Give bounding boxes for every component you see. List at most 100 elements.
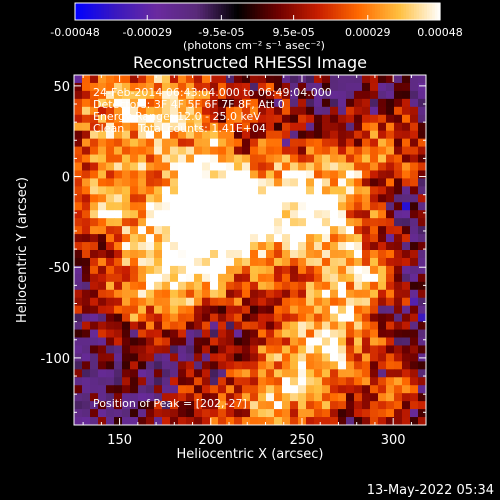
heatmap-cell [98, 178, 107, 187]
heatmap-cell [218, 377, 227, 386]
heatmap-cell [130, 122, 139, 132]
heatmap-cell [338, 202, 347, 211]
heatmap-cell [274, 114, 283, 124]
heatmap-cell [282, 146, 291, 156]
heatmap-cell [122, 218, 131, 227]
heatmap-cell [106, 82, 115, 92]
heatmap-cell [322, 337, 331, 346]
heatmap-cell [266, 393, 275, 402]
heatmap-cell [106, 417, 115, 426]
heatmap-cell [178, 98, 187, 108]
heatmap-cell [234, 90, 243, 100]
heatmap-cell [402, 377, 411, 386]
heatmap-cell [370, 257, 379, 267]
heatmap-cell [250, 202, 259, 211]
heatmap-cell [146, 202, 155, 211]
heatmap-cell [194, 194, 203, 203]
heatmap-cell [218, 82, 227, 92]
heatmap-cell [218, 242, 227, 251]
heatmap-cell [210, 273, 219, 283]
colorbar-segment [353, 3, 358, 20]
heatmap-cell [74, 337, 83, 346]
heatmap-cell [266, 170, 275, 179]
heatmap-cell [258, 210, 267, 219]
heatmap-cell [82, 361, 91, 370]
heatmap-cell [98, 257, 107, 267]
heatmap-cell [186, 122, 195, 132]
heatmap-cell [386, 75, 395, 84]
heatmap-cell [314, 321, 323, 331]
heatmap-cell [130, 114, 139, 124]
heatmap-cell [202, 250, 211, 259]
heatmap-cell [402, 265, 411, 275]
heatmap-cell [218, 305, 227, 315]
heatmap-cell [202, 313, 211, 323]
heatmap-cell [298, 321, 307, 331]
heatmap-cell [298, 170, 307, 179]
heatmap-cell [74, 265, 83, 275]
heatmap-cell [418, 265, 427, 275]
heatmap-cell [170, 361, 179, 370]
heatmap-cell [402, 305, 411, 315]
heatmap-cell [394, 281, 403, 291]
heatmap-cell [242, 146, 251, 156]
heatmap-cell [290, 178, 299, 187]
heatmap-cell [290, 337, 299, 346]
heatmap-cell [210, 146, 219, 156]
heatmap-cell [418, 210, 427, 219]
heatmap-cell [258, 75, 267, 84]
colorbar-segment [252, 3, 256, 20]
heatmap-cell [298, 305, 307, 315]
heatmap-cell [122, 186, 131, 195]
heatmap-cell [354, 417, 363, 426]
heatmap-cell [178, 369, 187, 378]
heatmap-cell [226, 98, 235, 108]
colorbar-segment [413, 3, 418, 20]
heatmap-cell [274, 250, 283, 259]
heatmap-cell [258, 170, 267, 179]
heatmap-cell [242, 202, 251, 211]
heatmap-cell [210, 361, 219, 370]
heatmap-cell [154, 361, 163, 370]
heatmap-cell [178, 178, 187, 187]
heatmap-cell [122, 289, 131, 299]
heatmap-cell [298, 401, 307, 410]
heatmap-cell [242, 75, 251, 84]
heatmap-cell [258, 257, 267, 267]
heatmap-cell [354, 385, 363, 394]
heatmap-cell [354, 178, 363, 187]
y-tick-label: -50 [49, 261, 70, 276]
heatmap-cell [202, 82, 211, 92]
heatmap-cell [330, 257, 339, 267]
heatmap-cell [218, 393, 227, 402]
heatmap-cell [154, 257, 163, 267]
heatmap-cell [410, 385, 419, 394]
heatmap-cell [234, 409, 243, 418]
heatmap-cell [202, 377, 211, 386]
heatmap-cell [362, 297, 371, 307]
heatmap-cell [186, 265, 195, 275]
heatmap-cell [410, 106, 419, 116]
heatmap-cell [338, 250, 347, 259]
heatmap-cell [194, 305, 203, 315]
heatmap-cell [394, 377, 403, 386]
heatmap-cell [154, 289, 163, 299]
heatmap-cell [98, 393, 107, 402]
heatmap-cell [234, 186, 243, 195]
heatmap-cell [170, 297, 179, 307]
heatmap-cell [410, 409, 419, 418]
heatmap-cell [106, 401, 115, 410]
heatmap-cell [410, 297, 419, 307]
heatmap-cell [306, 186, 315, 195]
heatmap-cell [362, 146, 371, 156]
heatmap-cell [138, 409, 147, 418]
heatmap-cell [242, 265, 251, 275]
heatmap-cell [130, 313, 139, 323]
heatmap-cell [354, 297, 363, 307]
heatmap-cell [130, 75, 139, 84]
heatmap-cell [266, 329, 275, 338]
heatmap-cell [258, 313, 267, 323]
heatmap-cell [162, 242, 171, 251]
heatmap-cell [162, 329, 171, 338]
heatmap-cell [418, 194, 427, 203]
